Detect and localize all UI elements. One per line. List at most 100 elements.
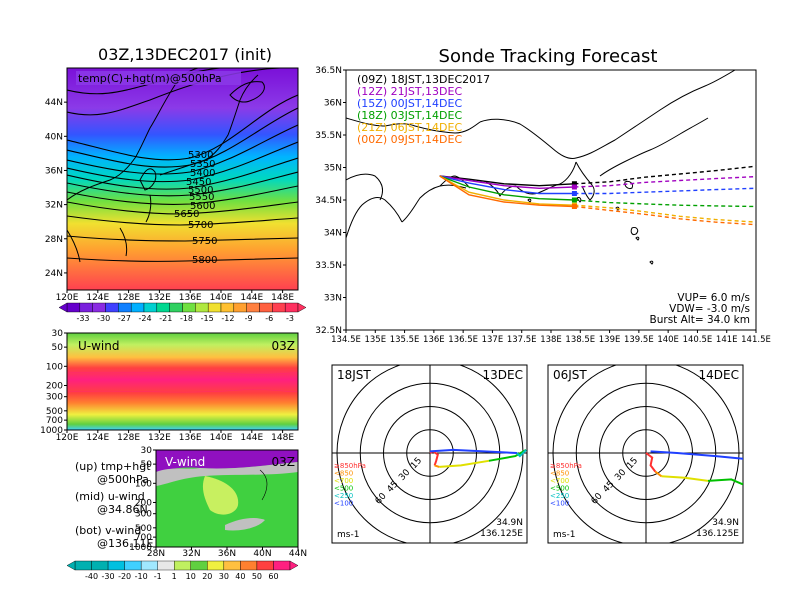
track-lat-ticks: 36.5N 36N 35.5N 35N 34.5N 34N 33.5N 33N 32.5N [315,66,346,336]
wind-colorbar-tick: -20 [118,572,131,581]
contour-label: 5750 [192,236,217,247]
contour-label: 5400 [190,168,215,179]
contour-label: 5550 [189,192,214,203]
track-legend-entry: (18Z) 03JST,14DEC [357,109,462,122]
burst-marker [571,181,577,187]
uwind-lon-tick-label: 132E [148,433,171,443]
hodograph-level-label: <700 [550,477,569,485]
track-lon-ticks: 134.5E 135E 135.5E 136E 136.5E 137E 137.5E 138E… [331,330,771,345]
vwind-p-tick-label: 300 [135,510,152,520]
sonde-track-ascent [439,175,575,187]
wind-colorbar-swatch [124,560,142,571]
uwind-p-tick-label: 700 [46,416,63,426]
track-lon-tick-label: 136.5E [448,335,478,345]
contour-label: 5350 [190,159,215,170]
upper-lon-tick-label: 124E [86,293,109,303]
vwind-p-tick-label: 50 [141,460,153,470]
hodograph-time: 18JST [337,368,371,382]
upper-colorbar-swatch [284,302,299,313]
upper-colorbar-tick: -12 [221,314,234,323]
uwind-label: U-wind [78,339,119,353]
vwind-p-tick-label: 200 [135,498,152,508]
track-legend-entry: (00Z) 09JST,14DEC [357,133,462,146]
upper-lon-tick-label: 128E [117,293,140,303]
track-lon-tick-label: 140.5E [683,335,713,345]
vwind-lat-ticks: 28N 32N 36N 40N 44N [147,547,307,559]
hodograph-lon: 136.125E [696,529,739,539]
track-lat-tick-label: 36N [324,99,342,109]
uwind-p-tick-label: 200 [46,381,63,391]
hodograph-segment [748,459,757,478]
contour-label: 5300 [188,150,213,161]
hodograph-segment [654,470,663,478]
legend-line: @500hPa [97,473,149,486]
track-lat-tick-label: 35N [324,164,342,174]
upper-lat-tick-label: 28N [45,235,63,245]
burst-marker [571,204,577,209]
wind-colorbar-swatch [273,560,291,571]
uwind-lon-ticks: 120E 124E 128E 132E 136E 140E 144E 148E [56,430,294,443]
upper-colorbar-swatch [79,302,93,313]
contour-label: 5500 [188,185,213,196]
hodograph-segment [434,464,440,468]
track-lon-tick-label: 138.5E [565,335,595,345]
hodograph-segment [707,478,743,486]
track-lat-tick-label: 34N [324,229,342,239]
legend-line: (mid) u-wind [75,490,145,503]
upper-lat-tick-label: 32N [45,201,63,211]
left-title: 03Z,13DEC2017 (init) [98,45,272,64]
right-title: Sonde Tracking Forecast [439,46,658,67]
upper-colorbar-swatch [220,302,235,313]
track-lon-tick-label: 140E [657,335,679,345]
wind-colorbar-tick: 30 [219,572,229,581]
uwind-lon-tick-label: 148E [271,433,294,443]
track-param: VUP= 6.0 m/s [677,292,750,304]
sonde-track-descent [574,199,756,208]
sonde-track-descent [574,204,756,223]
hodograph-lon: 136.125E [480,529,523,539]
track-legend-entry: (09Z) 18JST,13DEC2017 [357,73,490,86]
track-lat-tick-label: 34.5N [315,196,342,206]
vwind-p-tick-label: 700 [135,533,152,543]
legend-line: (bot) v-wind [75,524,141,537]
upper-lon-ticks: 120E 124E 128E 132E 136E 140E 144E 148E [56,290,294,303]
hodograph-level-label: ≥850hPa [550,462,582,470]
sonde-track-descent [574,205,756,226]
hodograph-unit: ms-1 [553,530,575,540]
sonde-track-descent [574,165,756,185]
wind-colorbar-tick: 60 [268,572,278,581]
wind-colorbar-swatch [107,560,125,571]
track-map: 36.5N 36N 35.5N 35N 34.5N 34N 33.5N 33N 32.5N 13… [315,66,771,345]
sonde-track-ascent [439,175,575,201]
contour-5600 [67,185,298,205]
vwind-p-tick-label: 500 [135,524,152,534]
uwind-p-tick-label: 50 [52,343,64,353]
hodograph-level-label: <850 [334,470,353,478]
wind-colorbar-tick: -30 [102,572,115,581]
sonde-track-descent [574,187,756,195]
vwind-lat-tick-label: 32N [182,549,200,559]
upper-lat-tick-label: 36N [45,166,63,176]
upper-colorbar-swatch [118,302,132,313]
upper-lon-tick-label: 144E [240,293,263,303]
hodograph-segment [516,449,527,458]
wind-colorbar-tick: -10 [135,572,148,581]
vwind-p-tick-label: 30 [141,446,153,456]
vwind-lat-tick-label: 28N [147,549,165,559]
upper-colorbar-swatch [272,302,286,313]
vwind-lat-tick-label: 40N [253,549,271,559]
wind-colorbar-swatch [190,560,208,571]
upper-lon-tick-label: 140E [210,293,233,303]
track-legend-entry: (12Z) 21JST,13DEC [357,85,462,98]
wind-colorbar-swatch [256,560,274,571]
upper-lat-tick-label: 24N [45,269,63,279]
uwind-p-tick-label: 1000 [40,426,63,436]
burst-marker [571,191,577,196]
vwind-p-tick-label: 1000 [129,543,152,553]
sonde-track-ascent [439,175,575,195]
track-legend: (09Z) 18JST,13DEC2017(12Z) 21JST,13DEC (1… [357,73,490,146]
track-lon-tick-label: 135E [364,335,386,345]
